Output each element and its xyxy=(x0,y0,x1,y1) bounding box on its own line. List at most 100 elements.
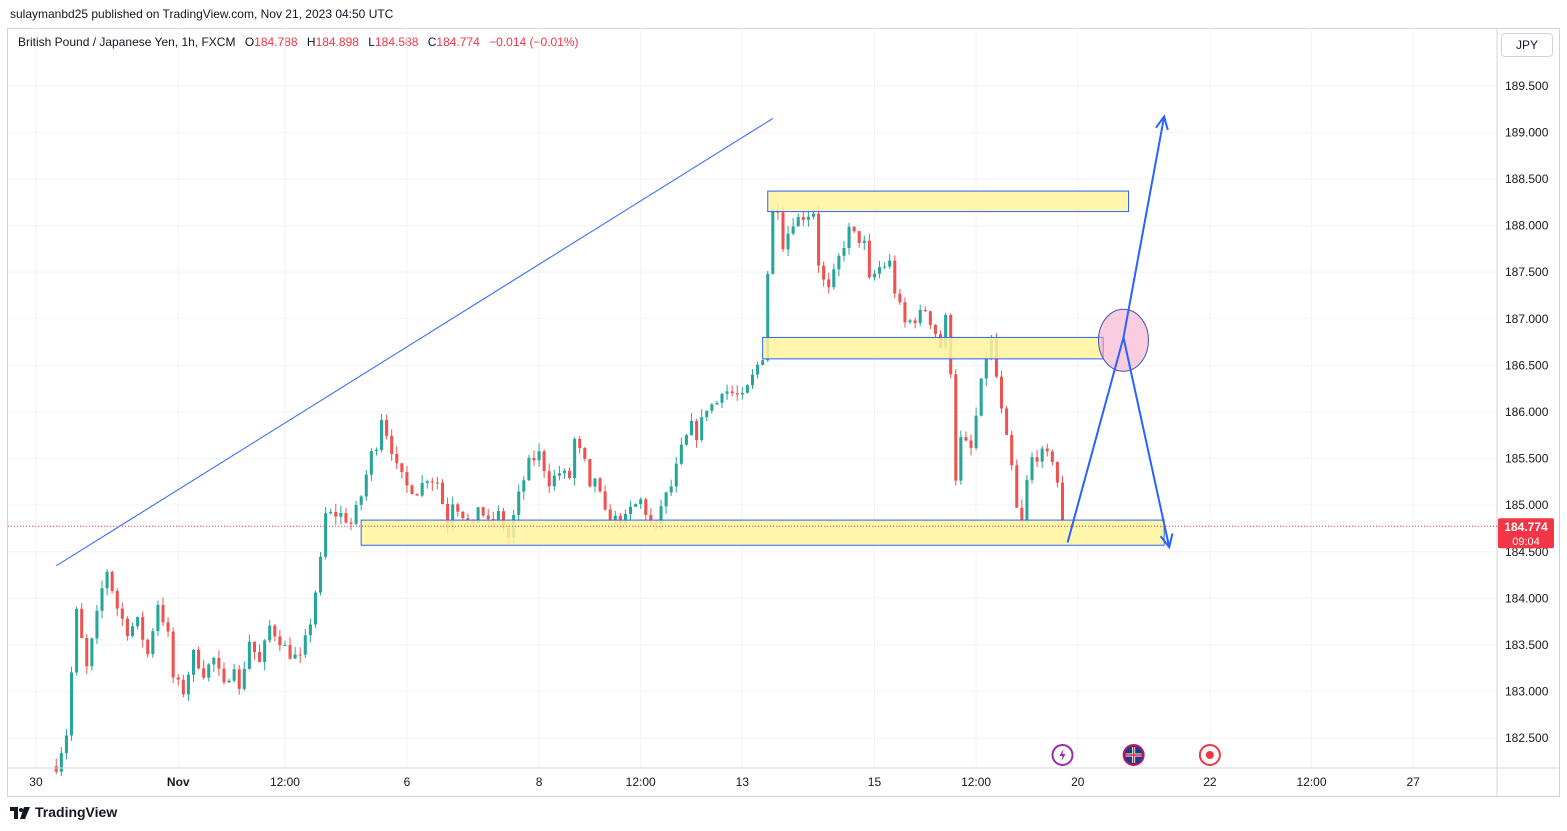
candle-body xyxy=(242,668,246,689)
time-tick-label: 6 xyxy=(404,775,411,789)
candle-body xyxy=(644,499,648,515)
candle-body xyxy=(944,314,948,348)
candle-body xyxy=(878,267,882,274)
candle-body xyxy=(339,513,343,517)
time-tick-label: 8 xyxy=(536,775,543,789)
change-value: −0.014 (−0.01%) xyxy=(489,35,579,49)
candle-body xyxy=(110,571,114,591)
price-tick-label: 185.500 xyxy=(1505,452,1549,466)
candle-body xyxy=(263,640,267,663)
time-tick-label: Nov xyxy=(167,775,190,789)
candle-body xyxy=(903,302,907,323)
currency-button[interactable]: JPY xyxy=(1501,33,1553,57)
candle-body xyxy=(608,509,612,522)
candle-body xyxy=(319,556,323,593)
price-tick-label: 184.500 xyxy=(1505,545,1549,559)
low-label: L xyxy=(368,35,375,49)
candle-body xyxy=(481,507,485,516)
candle-body xyxy=(999,376,1004,409)
candle-body xyxy=(420,483,424,496)
price-tick-label: 183.500 xyxy=(1505,638,1549,652)
candle-body xyxy=(832,269,836,288)
candle-body xyxy=(1045,448,1049,452)
close-value: 184.774 xyxy=(436,35,480,49)
candle-body xyxy=(258,652,262,663)
candle-body xyxy=(984,358,988,379)
price-zone-rectangle xyxy=(762,336,1104,360)
candle-body xyxy=(496,511,500,520)
tradingview-footer[interactable]: TradingView xyxy=(10,804,117,820)
candle-body xyxy=(161,604,165,623)
candle-body xyxy=(334,511,338,517)
candle-body xyxy=(359,496,363,505)
up-arrow-head xyxy=(1155,114,1169,131)
candle-body xyxy=(634,504,638,507)
candle-body xyxy=(80,608,84,638)
candle-body xyxy=(410,485,414,495)
time-axis[interactable]: 30 Nov 12:00 6 8 12:00 13 15 12:00 20 22 12:00 27 xyxy=(29,775,1420,789)
countdown-value: 09:04 xyxy=(1512,536,1540,548)
candle-body xyxy=(176,677,180,680)
candle-body xyxy=(573,438,577,478)
candle-body xyxy=(125,618,129,636)
tradingview-logo-icon xyxy=(10,806,30,819)
grid-lines xyxy=(8,28,1497,768)
time-tick-label: 12:00 xyxy=(1296,775,1326,789)
candle-body xyxy=(1050,451,1054,462)
candle-body xyxy=(883,266,887,268)
candle-body xyxy=(1060,482,1065,521)
candle-body xyxy=(349,522,353,524)
tradingview-brand: TradingView xyxy=(35,804,118,820)
candle-body xyxy=(293,654,297,659)
time-tick-label: 12:00 xyxy=(961,775,991,789)
candle-body xyxy=(324,513,328,557)
candle-body xyxy=(542,451,546,472)
symbol-label[interactable]: British Pound / Japanese Yen, 1h, FXCM xyxy=(18,35,236,49)
high-label: H xyxy=(306,35,316,49)
candle-body xyxy=(684,435,688,445)
candle-body xyxy=(669,486,673,493)
candle-body xyxy=(933,324,937,335)
candle-body xyxy=(151,631,155,655)
price-tick-label: 189.000 xyxy=(1505,125,1549,139)
candle-body xyxy=(928,311,932,325)
candle-body xyxy=(405,472,409,486)
candle-body xyxy=(191,650,196,675)
candle-body xyxy=(1015,465,1019,508)
price-tick-label: 188.500 xyxy=(1505,172,1549,186)
economic-event-dot xyxy=(1205,751,1214,759)
candle-body xyxy=(1025,479,1029,522)
lightning-bolt-icon xyxy=(1059,749,1066,761)
candle-body xyxy=(313,592,317,625)
candle-body xyxy=(252,641,256,653)
candle-body xyxy=(771,210,775,274)
candle-body xyxy=(288,644,292,659)
candle-body xyxy=(588,459,592,487)
event-markers[interactable] xyxy=(1051,744,1221,766)
candle-body xyxy=(700,417,704,441)
candle-body xyxy=(303,635,307,655)
candle-body xyxy=(369,451,373,475)
candle-body xyxy=(374,449,378,452)
candle-body xyxy=(695,420,699,441)
candle-body xyxy=(395,454,399,464)
trend-drawings[interactable] xyxy=(56,114,1174,567)
candle-body xyxy=(268,625,272,641)
candle-body xyxy=(156,604,160,632)
support-resistance-zones[interactable] xyxy=(360,190,1165,546)
candle-body xyxy=(735,393,739,395)
candle-body xyxy=(578,438,582,448)
price-axis[interactable]: 182.500 183.000 183.500 184.000 184.500 185.0… xyxy=(1505,79,1549,745)
candle-body xyxy=(674,463,678,487)
price-tick-label: 187.000 xyxy=(1505,312,1549,326)
candle-body xyxy=(623,514,627,524)
price-tick-label: 183.000 xyxy=(1505,685,1549,699)
candle-body xyxy=(451,504,455,527)
candle-body xyxy=(425,481,429,484)
candle-body xyxy=(197,650,201,669)
candle-body xyxy=(547,471,551,487)
candle-body xyxy=(435,482,439,484)
candle-body xyxy=(329,511,333,514)
candle-body xyxy=(679,444,683,464)
